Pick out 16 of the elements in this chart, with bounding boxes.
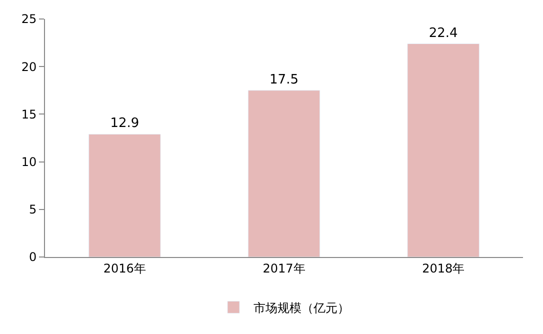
data-label: 22.4 xyxy=(428,26,458,41)
bar xyxy=(88,134,161,257)
y-tick-label: 25 xyxy=(21,12,37,26)
bar xyxy=(248,90,320,257)
y-tick-label: 10 xyxy=(21,155,37,169)
data-label: 17.5 xyxy=(270,72,298,88)
y-tick-label: 0 xyxy=(28,250,37,264)
bar xyxy=(407,44,480,257)
x-tick-label: 2017年 xyxy=(262,261,306,276)
x-tick-label: 2016年 xyxy=(103,261,146,276)
data-label: 12.9 xyxy=(110,116,140,132)
y-tick-label: 15 xyxy=(21,107,37,122)
y-tick-label: 20 xyxy=(21,60,37,74)
x-tick-label: 2018年 xyxy=(422,261,465,276)
y-tick-label: 5 xyxy=(28,202,37,217)
legend-label: 市场规模（亿元） xyxy=(254,300,350,315)
